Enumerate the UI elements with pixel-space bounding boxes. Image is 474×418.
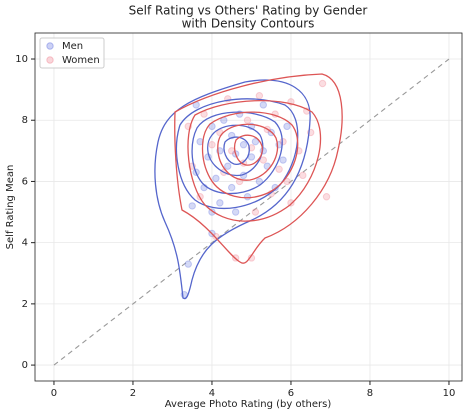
point — [251, 208, 260, 216]
x-tick-label: 0 — [51, 388, 57, 399]
x-tick-label: 8 — [367, 388, 373, 399]
point — [251, 137, 260, 146]
y-tick-label: 4 — [22, 238, 28, 249]
point — [184, 260, 192, 268]
chart-title: Self Rating vs Others' Rating by Gender — [129, 4, 368, 18]
women-contour — [174, 73, 343, 264]
women-contour — [233, 134, 263, 166]
point — [259, 101, 268, 109]
point — [208, 141, 216, 149]
legend: Men Women — [39, 37, 105, 69]
x-tick-label: 4 — [209, 388, 215, 399]
point — [259, 156, 268, 164]
point — [212, 174, 220, 183]
women-contour — [217, 123, 279, 181]
legend-marker — [46, 56, 54, 64]
density-contours — [154, 73, 343, 300]
legend-box — [39, 37, 105, 69]
x-tick-label: 6 — [288, 388, 294, 399]
point — [243, 116, 252, 124]
women-contour — [187, 100, 322, 222]
point — [283, 122, 291, 131]
grid: 0 2 4 6 8 10 0 2 4 6 8 10 — [15, 33, 462, 399]
point — [216, 199, 224, 207]
point — [231, 208, 240, 216]
point — [275, 165, 283, 173]
point — [188, 202, 196, 210]
men-contour — [154, 79, 311, 300]
legend-label: Men — [62, 41, 83, 52]
y-tick-label: 10 — [15, 54, 28, 65]
point — [239, 141, 248, 149]
men-contour — [206, 124, 264, 177]
chart-subtitle: with Density Contours — [182, 17, 315, 31]
point — [299, 171, 307, 180]
point — [279, 137, 287, 146]
y-tick-label: 6 — [22, 176, 28, 187]
y-tick-label: 0 — [22, 360, 28, 371]
plot-frame — [34, 32, 463, 382]
legend-marker — [46, 42, 54, 50]
x-tick-label: 10 — [443, 388, 456, 399]
plot-area — [53, 58, 450, 366]
point — [322, 193, 331, 201]
point — [228, 183, 236, 192]
point — [287, 199, 295, 207]
x-tick-label: 2 — [130, 388, 136, 399]
y-axis-label: Self Rating Mean — [5, 165, 16, 250]
point — [255, 92, 264, 100]
legend-label: Women — [62, 55, 100, 66]
point — [279, 156, 287, 164]
women-contour — [201, 111, 299, 199]
point — [243, 193, 252, 201]
y-tick-label: 8 — [22, 115, 28, 126]
point — [247, 153, 256, 161]
x-axis-label: Average Photo Rating (by others) — [165, 399, 332, 410]
y-tick-label: 2 — [22, 299, 28, 310]
point — [318, 79, 327, 88]
point — [224, 162, 232, 170]
reference-line — [53, 58, 450, 366]
